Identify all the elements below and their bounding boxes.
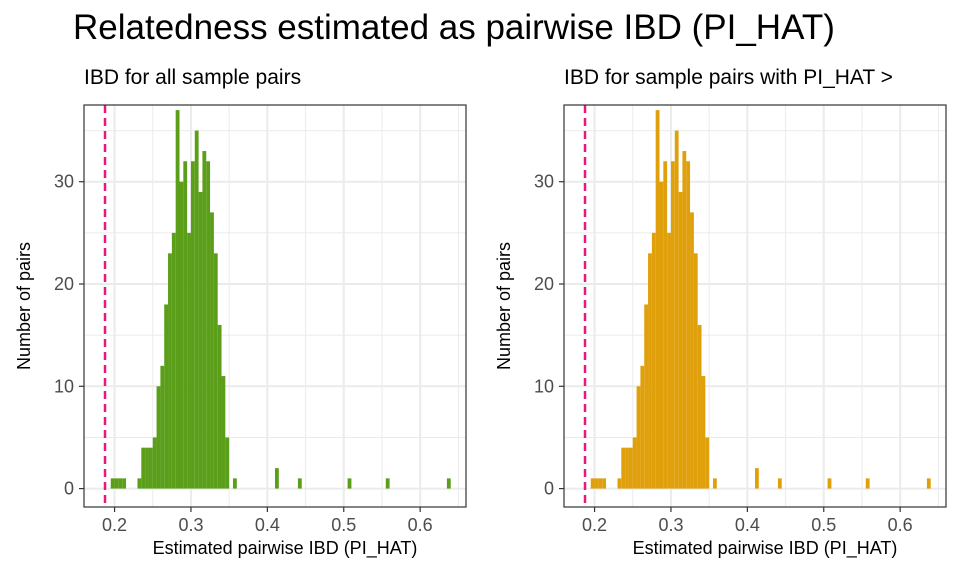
right-histogram-bar	[651, 232, 656, 489]
left-histogram-bar	[110, 478, 115, 489]
right-histogram-bar	[701, 376, 706, 489]
left-histogram-bar	[217, 324, 222, 489]
right-histogram-bar	[705, 437, 710, 489]
left-histogram-bar	[114, 478, 119, 489]
right-histogram-bar	[617, 478, 622, 489]
right-histogram-bar	[594, 478, 599, 489]
left-histogram-bar	[156, 386, 161, 489]
right-histogram-bar	[697, 324, 702, 489]
left-histogram-bar	[232, 478, 237, 489]
left-panel-border	[83, 104, 467, 508]
left-panel-background	[84, 105, 466, 507]
left-x-tick-label: 0.4	[255, 515, 280, 535]
right-histogram-bar	[674, 130, 679, 489]
left-histogram-bar	[198, 191, 203, 489]
left-y-axis-title: Number of pairs	[14, 242, 34, 370]
right-y-tick-label: 30	[534, 172, 554, 192]
right-histogram-bar	[602, 478, 607, 489]
right-histogram-bar	[686, 161, 691, 489]
right-histogram-bar	[659, 181, 664, 489]
right-histogram-bar	[648, 253, 652, 489]
left-x-tick-label: 0.2	[102, 515, 127, 535]
left-histogram-bar	[141, 447, 146, 489]
right-histogram-bar	[598, 478, 603, 489]
right-x-tick-label: 0.2	[582, 515, 607, 535]
left-y-tick-label: 10	[54, 376, 74, 396]
left-histogram-bar	[202, 151, 207, 489]
right-x-tick-label: 0.5	[811, 515, 836, 535]
right-histogram-bar	[640, 365, 645, 489]
left-histogram-bar	[206, 161, 211, 489]
right-x-tick-label: 0.3	[658, 515, 683, 535]
left-histogram-bar	[446, 478, 451, 489]
left-histogram-bar	[118, 478, 123, 489]
left-histogram-bar	[190, 161, 195, 489]
left-x-tick-label: 0.6	[408, 515, 433, 535]
right-histogram-bar	[777, 478, 782, 489]
left-histogram-bar	[297, 478, 302, 489]
left-histogram-bar	[168, 253, 172, 489]
left-panel-subtitle: IBD for all sample pairs	[84, 66, 302, 89]
right-y-axis-title: Number of pairs	[494, 242, 514, 370]
left-histogram-bar	[179, 181, 184, 489]
left-histogram-bar	[160, 365, 165, 489]
left-histogram-bar	[225, 437, 230, 489]
right-histogram-bar	[667, 232, 671, 489]
left-x-tick-label: 0.3	[178, 515, 203, 535]
left-histogram-bar	[187, 232, 191, 489]
right-histogram-bar	[644, 304, 649, 489]
chart-main-title: Relatedness estimated as pairwise IBD (P…	[73, 8, 835, 47]
right-panel-border	[563, 104, 947, 508]
left-y-tick-label: 20	[54, 274, 74, 294]
right-histogram-bar	[865, 478, 870, 489]
right-histogram-bar	[663, 161, 668, 489]
left-x-axis-title: Estimated pairwise IBD (PI_HAT)	[153, 538, 418, 559]
left-histogram-bar	[145, 447, 149, 489]
right-histogram-bar	[712, 478, 717, 489]
right-histogram-bar	[926, 478, 931, 489]
right-y-tick-label: 10	[534, 376, 554, 396]
right-histogram-bar	[690, 212, 694, 489]
right-y-tick-label: 0	[544, 479, 554, 499]
right-histogram-bar	[670, 161, 675, 489]
left-histogram-bar	[275, 468, 279, 489]
left-histogram-bar	[221, 376, 226, 489]
left-histogram-bar	[148, 447, 153, 489]
left-histogram-bar	[175, 110, 180, 489]
right-histogram-bar	[621, 447, 626, 489]
left-histogram-bar	[194, 130, 199, 489]
right-x-axis-title: Estimated pairwise IBD (PI_HAT)	[633, 538, 898, 559]
left-histogram-bar	[164, 304, 169, 489]
left-x-tick-label: 0.5	[331, 515, 356, 535]
right-histogram-bar	[678, 191, 683, 489]
left-y-tick-label: 30	[54, 172, 74, 192]
right-x-tick-label: 0.4	[735, 515, 760, 535]
left-histogram-bar	[152, 437, 157, 489]
right-y-tick-label: 20	[534, 274, 554, 294]
right-histogram-bar	[682, 151, 687, 489]
left-histogram-bar	[213, 253, 218, 489]
right-histogram-bar	[636, 386, 641, 489]
right-histogram-bar	[655, 110, 660, 489]
left-y-tick-label: 0	[64, 479, 74, 499]
right-histogram-bar	[827, 478, 832, 489]
right-histogram-bar	[628, 447, 633, 489]
left-histogram-bar	[210, 212, 214, 489]
right-histogram-bar	[693, 253, 698, 489]
right-histogram-bar	[625, 447, 629, 489]
right-x-tick-label: 0.6	[888, 515, 913, 535]
right-histogram-bar	[590, 478, 595, 489]
right-histogram-bar	[632, 437, 637, 489]
left-histogram-bar	[171, 232, 176, 489]
left-histogram-bar	[385, 478, 390, 489]
left-histogram-bar	[183, 161, 188, 489]
right-panel-background	[564, 105, 946, 507]
right-histogram-bar	[755, 468, 759, 489]
left-histogram-bar	[347, 478, 352, 489]
left-histogram-bar	[137, 478, 142, 489]
left-histogram-bar	[122, 478, 127, 489]
right-panel-subtitle: IBD for sample pairs with PI_HAT >	[564, 66, 893, 89]
